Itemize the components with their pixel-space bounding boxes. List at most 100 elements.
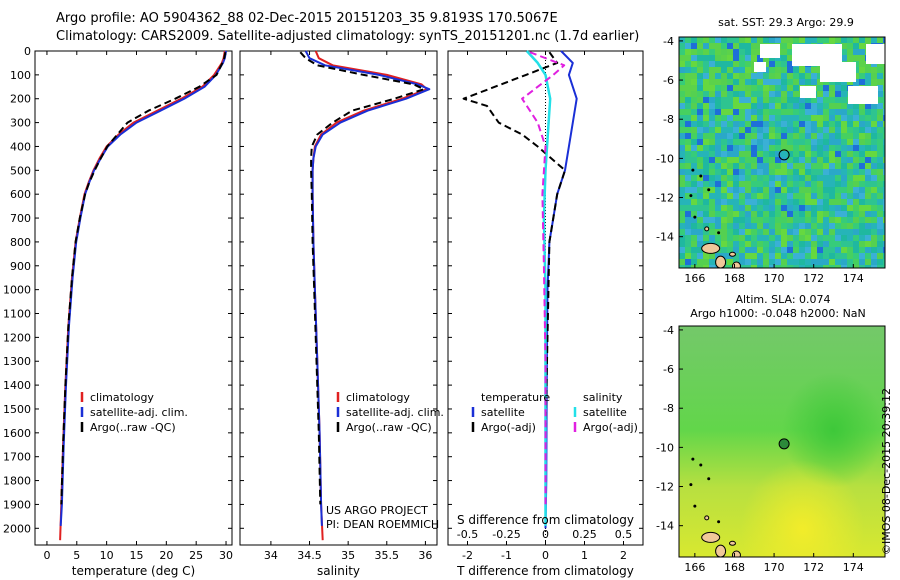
sst-cell <box>829 211 835 217</box>
sst-cell <box>781 193 787 199</box>
sst-cell <box>763 265 769 268</box>
sst-cell <box>763 211 769 217</box>
sst-cell <box>733 127 739 133</box>
sst-cell <box>871 157 877 163</box>
sst-cell <box>751 85 757 91</box>
sst-cell <box>841 121 847 127</box>
sst-cell <box>877 217 883 223</box>
sst-cell <box>787 259 793 265</box>
sst-cell <box>787 193 793 199</box>
sst-cell <box>721 175 727 181</box>
sst-cell <box>679 103 685 109</box>
sst-cell <box>757 145 763 151</box>
sst-cell <box>751 193 757 199</box>
sst-cell <box>679 241 685 247</box>
island <box>728 251 736 257</box>
islet <box>693 215 697 219</box>
sst-cell <box>847 241 853 247</box>
sst-cell <box>829 193 835 199</box>
sst-cell <box>721 139 727 145</box>
x-tick-label: -2 <box>462 549 473 562</box>
sst-cell <box>709 217 715 223</box>
sst-cell <box>823 253 829 259</box>
sst-cell <box>877 127 883 133</box>
sst-cell <box>679 127 685 133</box>
sst-cell <box>847 145 853 151</box>
sst-cell <box>727 37 733 43</box>
sst-cell <box>697 253 703 259</box>
sst-cell <box>691 193 697 199</box>
sst-cell <box>739 187 745 193</box>
sst-cell <box>691 73 697 79</box>
sst-cell <box>877 97 883 103</box>
sst-cell <box>685 151 691 157</box>
sst-cell <box>763 103 769 109</box>
sst-cell <box>817 223 823 229</box>
sst-cell <box>853 133 859 139</box>
sst-cell <box>793 175 799 181</box>
sst-cell <box>763 247 769 253</box>
sst-cell <box>721 103 727 109</box>
sst-cell <box>859 73 865 79</box>
x-tick-label: 172 <box>803 561 824 574</box>
sst-cell <box>817 85 823 91</box>
sst-cell <box>829 109 835 115</box>
sst-cell <box>679 163 685 169</box>
sst-cell <box>709 235 715 241</box>
y-tick-label: 1300 <box>3 355 31 368</box>
sst-cell <box>865 169 871 175</box>
sst-cell <box>745 49 751 55</box>
sst-cell <box>751 241 757 247</box>
sst-cell <box>691 223 697 229</box>
legend-label: Argo(..raw -QC) <box>90 421 176 434</box>
sst-cell <box>859 193 865 199</box>
sst-cell <box>757 229 763 235</box>
sst-cell <box>715 163 721 169</box>
sst-cell <box>697 37 703 43</box>
sst-cell <box>685 85 691 91</box>
sst-cell <box>835 121 841 127</box>
sst-cell <box>817 91 823 97</box>
sst-cell <box>829 265 835 268</box>
sst-cell <box>805 265 811 268</box>
sst-cell <box>823 139 829 145</box>
sst-cell <box>733 85 739 91</box>
sst-cell <box>781 145 787 151</box>
sst-cell <box>721 67 727 73</box>
sst-cell <box>871 103 877 109</box>
sst-cell <box>751 175 757 181</box>
sst-cell <box>739 151 745 157</box>
y-tick-label: 1400 <box>3 379 31 392</box>
sst-cell <box>859 151 865 157</box>
sst-cell <box>763 97 769 103</box>
sst-cell <box>691 259 697 265</box>
sst-cell <box>805 199 811 205</box>
sst-cell <box>781 247 787 253</box>
sst-cell <box>733 175 739 181</box>
x-tick-label: -1 <box>501 549 512 562</box>
sst-cell <box>679 109 685 115</box>
sst-cell <box>697 187 703 193</box>
sst-cell <box>691 169 697 175</box>
sst-cell <box>853 115 859 121</box>
sst-cell <box>805 67 811 73</box>
sst-cell <box>763 235 769 241</box>
islet <box>691 457 695 461</box>
sst-cell <box>757 187 763 193</box>
sst-cell <box>883 163 885 169</box>
sst-cell <box>745 79 751 85</box>
sst-cell <box>865 133 871 139</box>
sst-cell <box>721 235 727 241</box>
sst-cell <box>817 265 823 268</box>
sst-cell <box>835 163 841 169</box>
legend-label: satellite <box>481 406 525 419</box>
sst-cell <box>715 91 721 97</box>
sst-cell <box>703 79 709 85</box>
sst-cell <box>757 235 763 241</box>
sst-cell <box>841 199 847 205</box>
sst-cell <box>853 145 859 151</box>
sst-cell <box>757 121 763 127</box>
sst-cell <box>679 79 685 85</box>
argo-float-marker <box>778 438 790 450</box>
sst-cell <box>787 265 793 268</box>
